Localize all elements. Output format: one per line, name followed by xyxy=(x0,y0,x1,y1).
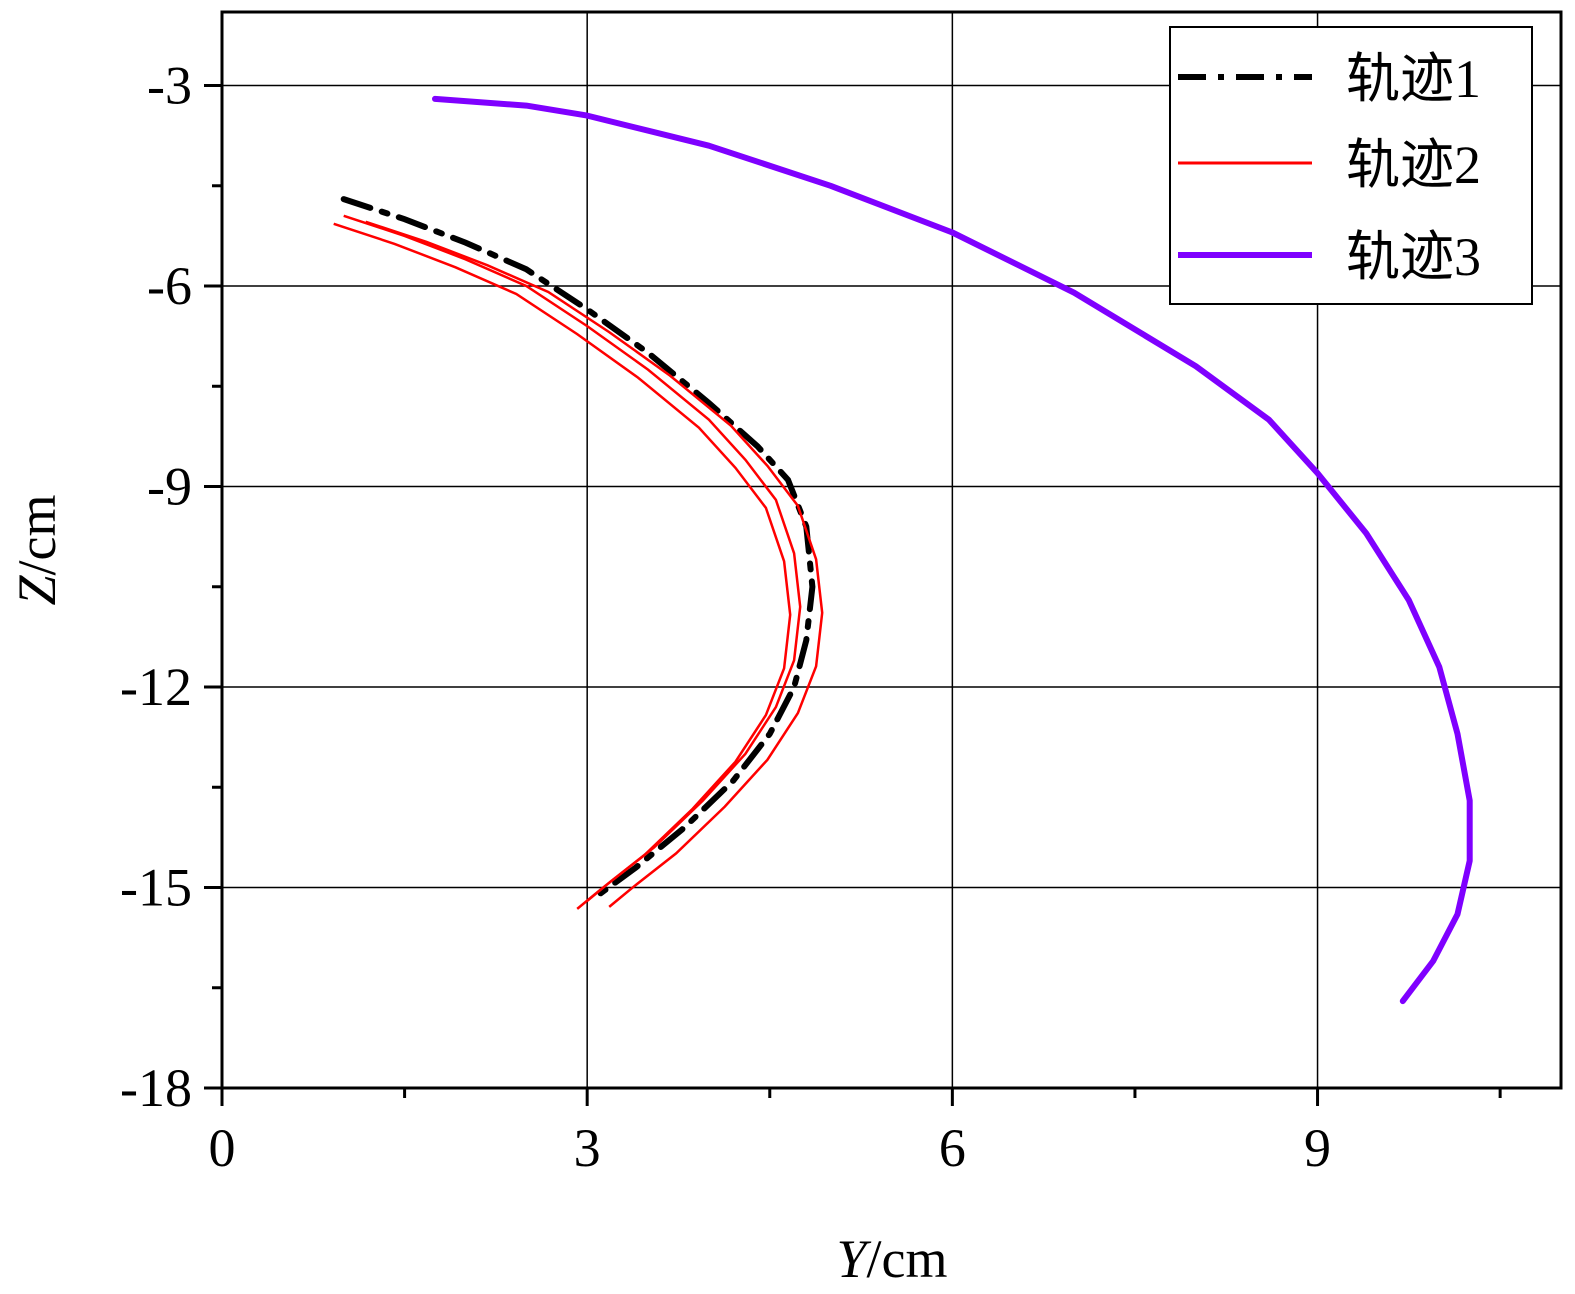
series-line-trajectory-2-trial xyxy=(343,214,802,902)
series-line-trajectory-2-trial xyxy=(365,220,824,908)
y-tick-label: -15 xyxy=(120,858,192,918)
legend: 轨迹1 轨迹2 轨迹3 xyxy=(1169,26,1533,305)
legend-label: 轨迹3 xyxy=(1346,227,1481,287)
x-axis-title: Y/cm xyxy=(836,1229,947,1289)
y-axis-title-unit: /cm xyxy=(7,494,67,575)
x-tick-label: 3 xyxy=(574,1118,601,1178)
plot-frame xyxy=(220,10,1563,1090)
series-line-trajectory-1 xyxy=(340,196,816,898)
series-line-trajectory-2-trial xyxy=(333,222,792,910)
x-axis-title-var: Y xyxy=(836,1229,871,1289)
x-tick-label: 0 xyxy=(209,1118,236,1178)
x-tick-label: 6 xyxy=(939,1118,966,1178)
y-axis-title: Z/cm xyxy=(7,494,67,605)
y-tick-label: -9 xyxy=(147,457,192,517)
y-tick-label: -6 xyxy=(147,256,192,316)
y-axis-title-var: Z xyxy=(7,575,67,606)
legend-label: 轨迹2 xyxy=(1346,135,1481,195)
series-line-trajectory-3 xyxy=(432,95,1473,1005)
axis-ticks: 0 3 6 9 -3 -6 -9 -12 -15 -18 xyxy=(120,56,1502,1178)
y-tick-label: -3 xyxy=(147,56,192,116)
series-layer xyxy=(333,95,1473,1005)
legend-label: 轨迹1 xyxy=(1346,49,1481,109)
y-tick-label: -18 xyxy=(120,1058,192,1118)
x-tick-label: 9 xyxy=(1304,1118,1331,1178)
y-tick-label: -12 xyxy=(120,657,192,717)
x-axis-title-unit: /cm xyxy=(867,1229,948,1289)
